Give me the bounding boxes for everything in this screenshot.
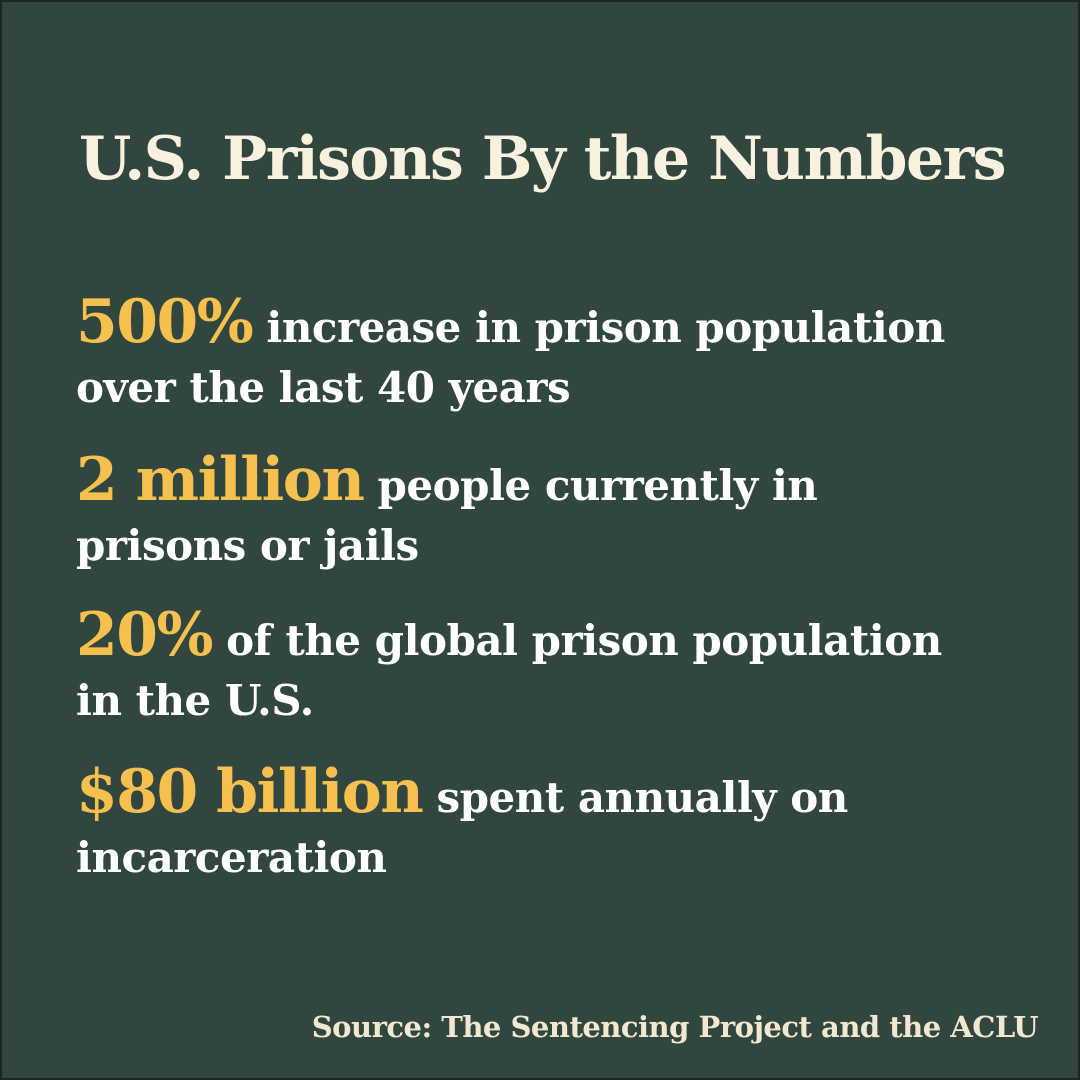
stat-figure: 20% bbox=[76, 600, 214, 670]
stat-figure: 500% bbox=[76, 287, 254, 357]
stat-figure: 2 million bbox=[76, 445, 365, 515]
stat-description: spent annually on incarceration bbox=[76, 773, 848, 882]
stat-global-share: 20% of the global prison population in t… bbox=[76, 605, 996, 731]
stat-annual-spending: $80 billion spent annually on incarcerat… bbox=[76, 762, 996, 888]
stat-description: of the global prison population in the U… bbox=[76, 616, 942, 725]
stat-prison-population-increase: 500% increase in prison population over … bbox=[76, 292, 996, 418]
stat-figure: $80 billion bbox=[76, 757, 424, 827]
stat-description: increase in prison population over the l… bbox=[76, 303, 945, 412]
page-title: U.S. Prisons By the Numbers bbox=[78, 124, 1007, 194]
source-credit: Source: The Sentencing Project and the A… bbox=[311, 1010, 1039, 1044]
stat-description: people currently in prisons or jails bbox=[76, 461, 818, 570]
stat-people-incarcerated: 2 million people currently in prisons or… bbox=[76, 450, 996, 576]
